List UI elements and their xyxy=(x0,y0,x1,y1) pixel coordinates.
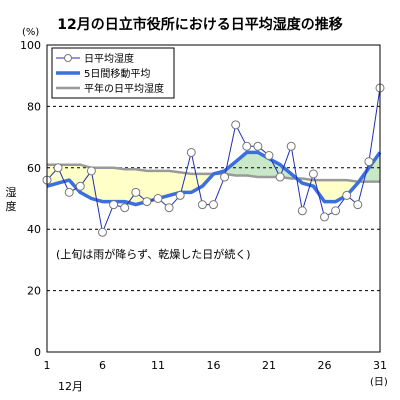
data-point-daily-humidity xyxy=(86,166,96,176)
x-tick-label: 31 xyxy=(373,359,387,372)
data-point-daily-humidity xyxy=(253,141,263,151)
x-tick-label: 26 xyxy=(318,359,332,372)
data-point-daily-humidity xyxy=(320,212,329,222)
fill-below-normal xyxy=(324,180,336,202)
data-point-daily-humidity xyxy=(53,163,63,173)
series-line-5day-moving-average xyxy=(46,150,382,207)
fill-above-normal xyxy=(246,152,258,178)
x-tick-label: 1 xyxy=(44,359,51,372)
series-line-daily-humidity xyxy=(46,87,381,235)
fill-above-normal xyxy=(368,152,380,182)
data-point-daily-humidity xyxy=(364,157,374,167)
data-point-daily-humidity xyxy=(286,141,296,151)
fill-above-normal xyxy=(235,152,247,176)
series-layer xyxy=(42,83,385,237)
y-axis-label: 湿 xyxy=(6,186,17,199)
y-tick-label: 20 xyxy=(27,285,41,298)
x-tick-label: 16 xyxy=(207,359,221,372)
x-unit-label: (日) xyxy=(370,377,388,388)
legend-marker-daily-humidity xyxy=(64,54,72,62)
data-point-daily-humidity xyxy=(75,181,85,191)
y-unit-label: (%) xyxy=(22,27,39,38)
y-tick-label: 40 xyxy=(27,223,41,236)
axes xyxy=(46,44,381,353)
data-point-daily-humidity xyxy=(164,203,174,213)
annotation: (上旬は雨が降らず、乾燥した日が続く) xyxy=(56,247,251,261)
fill-below-normal xyxy=(91,167,103,202)
x-tick-label: 6 xyxy=(99,359,106,372)
data-point-daily-humidity xyxy=(353,200,363,210)
data-point-daily-humidity xyxy=(153,194,163,203)
deviation-fills xyxy=(47,152,380,205)
data-point-daily-humidity xyxy=(297,206,307,216)
data-point-daily-humidity xyxy=(186,147,196,157)
data-point-daily-humidity xyxy=(308,169,318,179)
data-point-daily-humidity xyxy=(231,120,241,130)
fill-below-normal xyxy=(180,172,192,193)
fill-below-normal xyxy=(113,167,125,202)
data-point-daily-humidity xyxy=(242,141,252,151)
fill-below-normal xyxy=(158,170,170,199)
data-point-daily-humidity xyxy=(109,200,119,210)
legend-label-5day-moving-average: 5日間移動平均 xyxy=(84,67,150,80)
data-point-daily-humidity xyxy=(175,190,185,200)
data-point-daily-humidity xyxy=(264,151,274,161)
fill-below-normal xyxy=(102,167,114,202)
legend-label-normal-humidity: 平年の日平均湿度 xyxy=(84,82,164,95)
y-tick-label: 100 xyxy=(20,39,41,52)
plot-frame xyxy=(46,44,381,353)
y-tick-label: 80 xyxy=(27,100,41,113)
data-point-daily-humidity xyxy=(209,200,218,210)
x-tick-label: 21 xyxy=(262,359,276,372)
data-point-daily-humidity xyxy=(64,187,74,197)
legend-label-daily-humidity: 日平均湿度 xyxy=(84,52,134,65)
month-label: 12月 xyxy=(58,380,83,393)
chart-title: 12月の日立市役所における日平均湿度の推移 xyxy=(57,17,343,33)
data-point-daily-humidity xyxy=(220,172,230,182)
y-axis-label: 度 xyxy=(6,199,17,213)
y-tick-label: 0 xyxy=(34,346,41,359)
data-point-daily-humidity xyxy=(275,172,285,182)
data-point-daily-humidity xyxy=(98,227,107,237)
data-point-daily-humidity xyxy=(120,203,130,213)
data-point-daily-humidity xyxy=(342,190,352,200)
y-tick-label: 60 xyxy=(27,162,41,175)
data-point-daily-humidity xyxy=(331,206,341,216)
data-point-daily-humidity xyxy=(197,200,207,210)
fill-below-normal xyxy=(169,170,181,196)
x-tick-label: 11 xyxy=(151,359,165,372)
data-point-daily-humidity xyxy=(142,197,152,207)
fill-below-normal xyxy=(146,170,158,202)
fill-below-normal xyxy=(191,173,203,193)
data-point-daily-humidity xyxy=(131,187,141,197)
